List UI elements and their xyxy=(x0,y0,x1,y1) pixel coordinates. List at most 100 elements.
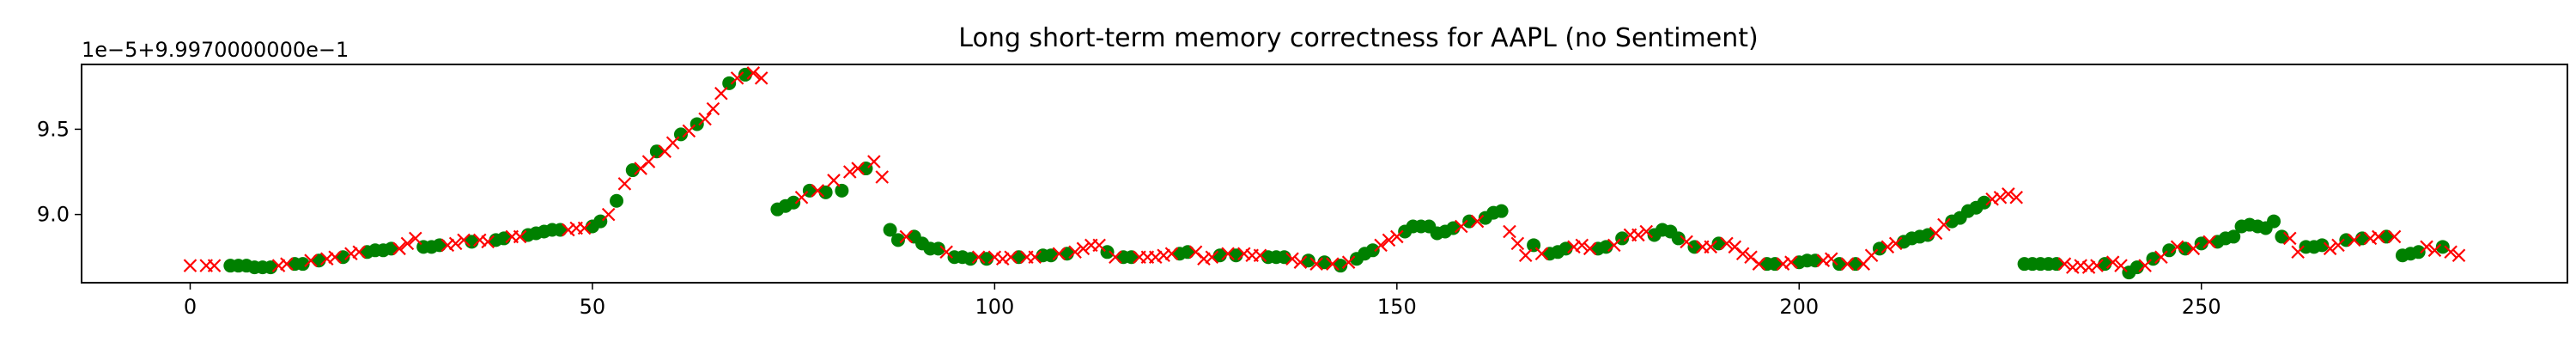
data-point-correct xyxy=(649,144,664,159)
data-point-correct xyxy=(1832,257,1847,272)
data-point-correct xyxy=(2379,229,2394,244)
data-point-incorrect xyxy=(1534,247,1549,261)
data-point-incorrect xyxy=(1776,257,1790,271)
data-point-correct xyxy=(1671,231,1686,246)
data-point-correct xyxy=(722,76,737,90)
data-point-incorrect xyxy=(1253,248,1267,263)
data-point-incorrect xyxy=(1004,250,1018,265)
data-point-incorrect xyxy=(481,235,495,249)
data-point-correct xyxy=(1977,195,1991,210)
data-point-correct xyxy=(1365,243,1380,258)
data-point-incorrect xyxy=(2202,235,2216,249)
data-point-incorrect xyxy=(2009,191,2024,205)
data-point-incorrect xyxy=(1752,257,1766,271)
data-point-incorrect xyxy=(1454,219,1468,234)
data-point-incorrect xyxy=(2154,250,2168,265)
data-point-incorrect xyxy=(665,136,680,150)
data-point-correct xyxy=(384,241,398,256)
data-point-incorrect xyxy=(851,162,865,175)
data-point-incorrect xyxy=(577,221,592,235)
data-point-incorrect xyxy=(1993,191,2008,205)
y-axis-offset-label: 1e−5+9.9970000000e−1 xyxy=(82,38,349,62)
data-point-incorrect xyxy=(1374,238,1388,253)
data-point-incorrect xyxy=(1720,236,1734,251)
x-tick-label: 250 xyxy=(2182,295,2221,319)
data-point-incorrect xyxy=(1567,240,1581,254)
data-point-incorrect xyxy=(2066,260,2080,274)
data-point-correct xyxy=(1494,204,1509,218)
data-point-incorrect xyxy=(754,71,769,85)
data-point-incorrect xyxy=(1510,236,1525,251)
data-point-correct xyxy=(432,238,447,253)
data-point-incorrect xyxy=(1888,236,1903,251)
data-point-incorrect xyxy=(1221,247,1235,261)
data-point-correct xyxy=(1181,245,1195,259)
data-point-incorrect xyxy=(2444,245,2458,259)
data-point-incorrect xyxy=(400,236,415,251)
y-tick-label: 9.5 xyxy=(37,117,70,141)
data-point-incorrect xyxy=(1068,245,1082,259)
data-point-incorrect xyxy=(1148,250,1163,265)
data-point-incorrect xyxy=(2090,259,2104,272)
data-point-incorrect xyxy=(2331,238,2345,253)
data-point-incorrect xyxy=(2057,257,2072,271)
data-point-correct xyxy=(931,241,945,256)
data-point-incorrect xyxy=(1052,247,1066,261)
x-tick-label: 100 xyxy=(975,295,1014,319)
data-point-incorrect xyxy=(1237,247,1251,261)
data-point-incorrect xyxy=(1164,247,1179,261)
data-point-incorrect xyxy=(2114,259,2128,272)
data-point-correct xyxy=(890,233,905,247)
data-point-incorrect xyxy=(939,245,953,259)
data-point-correct xyxy=(295,257,310,272)
data-point-correct xyxy=(1462,214,1477,229)
data-point-incorrect xyxy=(1607,238,1621,253)
data-point-incorrect xyxy=(1109,250,1122,265)
data-point-incorrect xyxy=(2420,240,2433,254)
chart-title: Long short-term memory correctness for A… xyxy=(958,23,1758,53)
data-point-incorrect xyxy=(706,101,720,116)
data-point-incorrect xyxy=(2002,187,2015,201)
data-point-incorrect xyxy=(971,250,986,265)
data-point-incorrect xyxy=(1092,238,1106,253)
data-point-incorrect xyxy=(1704,240,1717,254)
data-point-incorrect xyxy=(562,223,575,237)
data-point-correct xyxy=(1012,250,1026,265)
data-point-incorrect xyxy=(1470,214,1485,229)
data-point-incorrect xyxy=(617,177,632,191)
data-point-incorrect xyxy=(1503,224,1516,239)
data-point-incorrect xyxy=(1382,233,1396,247)
data-point-incorrect xyxy=(457,233,471,247)
data-point-incorrect xyxy=(2363,231,2378,246)
y-tick-label: 9.0 xyxy=(37,203,70,227)
axes: 0 50 100 150 200 250 9.0 9.5 xyxy=(37,117,2221,319)
data-point-incorrect xyxy=(1157,248,1170,263)
data-point-incorrect xyxy=(867,155,881,168)
data-point-correct xyxy=(610,193,624,208)
data-point-correct xyxy=(1808,253,1823,268)
data-point-incorrect xyxy=(682,124,696,138)
data-point-correct xyxy=(2050,257,2064,272)
data-point-incorrect xyxy=(1583,241,1597,256)
data-point-incorrect xyxy=(2451,248,2466,263)
x-tick-label: 50 xyxy=(580,295,606,319)
data-point-correct xyxy=(787,195,801,210)
data-point-incorrect xyxy=(1028,250,1042,265)
data-point-incorrect xyxy=(1864,248,1879,263)
data-point-incorrect xyxy=(2291,245,2305,259)
data-point-incorrect xyxy=(1341,255,1356,269)
data-point-incorrect xyxy=(827,174,841,187)
data-point-incorrect xyxy=(2074,259,2087,272)
data-point-correct xyxy=(553,223,568,237)
data-point-incorrect xyxy=(1840,257,1855,271)
data-point-incorrect xyxy=(842,165,857,179)
data-point-incorrect xyxy=(730,71,744,85)
data-marks xyxy=(183,66,2466,280)
data-point-incorrect xyxy=(2387,229,2402,244)
data-point-incorrect xyxy=(513,229,527,244)
data-point-correct xyxy=(1687,240,1702,254)
data-point-correct xyxy=(2435,240,2450,254)
data-point-incorrect xyxy=(2282,231,2297,246)
data-point-incorrect xyxy=(448,236,463,251)
data-point-correct xyxy=(835,183,849,198)
